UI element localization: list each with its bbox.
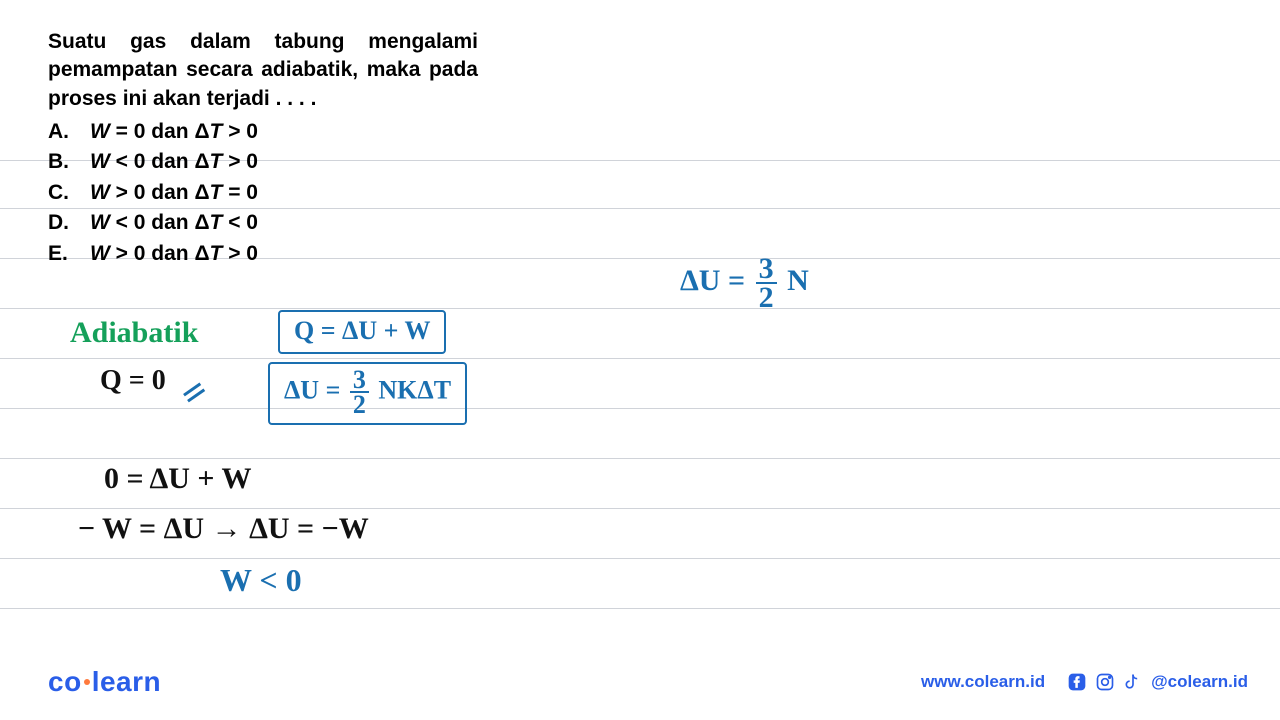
handwriting-du-eq: ΔU = 3 2 N [680, 255, 809, 311]
du-den: 2 [756, 284, 777, 311]
facebook-icon [1067, 672, 1087, 692]
social-icons: @colearn.id [1067, 672, 1248, 692]
option-c-text: W > 0 dan ΔT = 0 [90, 178, 258, 208]
option-e: E. W > 0 dan ΔT > 0 [48, 239, 478, 269]
option-c: C. W > 0 dan ΔT = 0 [48, 178, 478, 208]
du-lhs: ΔU = [680, 264, 753, 297]
brand-logo: colearn [48, 666, 161, 698]
option-a-label: A. [48, 117, 72, 147]
box2-den: 2 [350, 393, 369, 416]
option-b-text: W < 0 dan ΔT > 0 [90, 147, 258, 177]
instagram-icon [1095, 672, 1115, 692]
handwriting-box-du: ΔU = 3 2 NKΔT [268, 362, 467, 425]
option-e-text: W > 0 dan ΔT > 0 [90, 239, 258, 269]
logo-right: learn [92, 666, 161, 697]
option-b: B. W < 0 dan ΔT > 0 [48, 147, 478, 177]
option-b-label: B. [48, 147, 72, 177]
option-a-text: W = 0 dan ΔT > 0 [90, 117, 258, 147]
options-list: A. W = 0 dan ΔT > 0 B. W < 0 dan ΔT > 0 … [48, 117, 478, 269]
question-block: Suatu gas dalam tabung mengalami pemampa… [48, 28, 478, 269]
handwriting-line1: 0 = ΔU + W [104, 462, 251, 496]
option-d-text: W < 0 dan ΔT < 0 [90, 208, 258, 238]
handwriting-q-zero: Q = 0 [100, 365, 166, 397]
strike-marks-icon [180, 382, 208, 402]
du-fraction: 3 2 [756, 255, 777, 311]
option-d-label: D. [48, 208, 72, 238]
box2-rhs: NKΔT [378, 375, 451, 404]
logo-left: co [48, 666, 82, 697]
handwriting-line3: W < 0 [220, 562, 302, 599]
box2-fraction: 3 2 [350, 368, 369, 417]
tiktok-icon [1123, 672, 1143, 692]
footer-right: www.colearn.id @colearn.id [921, 672, 1248, 692]
question-text: Suatu gas dalam tabung mengalami pemampa… [48, 28, 478, 113]
footer-url: www.colearn.id [921, 672, 1045, 692]
option-d: D. W < 0 dan ΔT < 0 [48, 208, 478, 238]
du-num: 3 [756, 255, 777, 284]
option-c-label: C. [48, 178, 72, 208]
social-handle: @colearn.id [1151, 672, 1248, 692]
box2-lhs: ΔU = [284, 375, 347, 404]
logo-dot-icon [84, 679, 90, 685]
du-rhs: N [787, 264, 809, 297]
handwriting-line2: − W = ΔU → ΔU = −W [78, 512, 369, 546]
handwriting-adiabatik: Adiabatik [70, 316, 198, 350]
footer: colearn www.colearn.id @colearn.id [48, 666, 1248, 698]
option-a: A. W = 0 dan ΔT > 0 [48, 117, 478, 147]
option-e-label: E. [48, 239, 72, 269]
handwriting-box-q: Q = ΔU + W [278, 310, 446, 354]
